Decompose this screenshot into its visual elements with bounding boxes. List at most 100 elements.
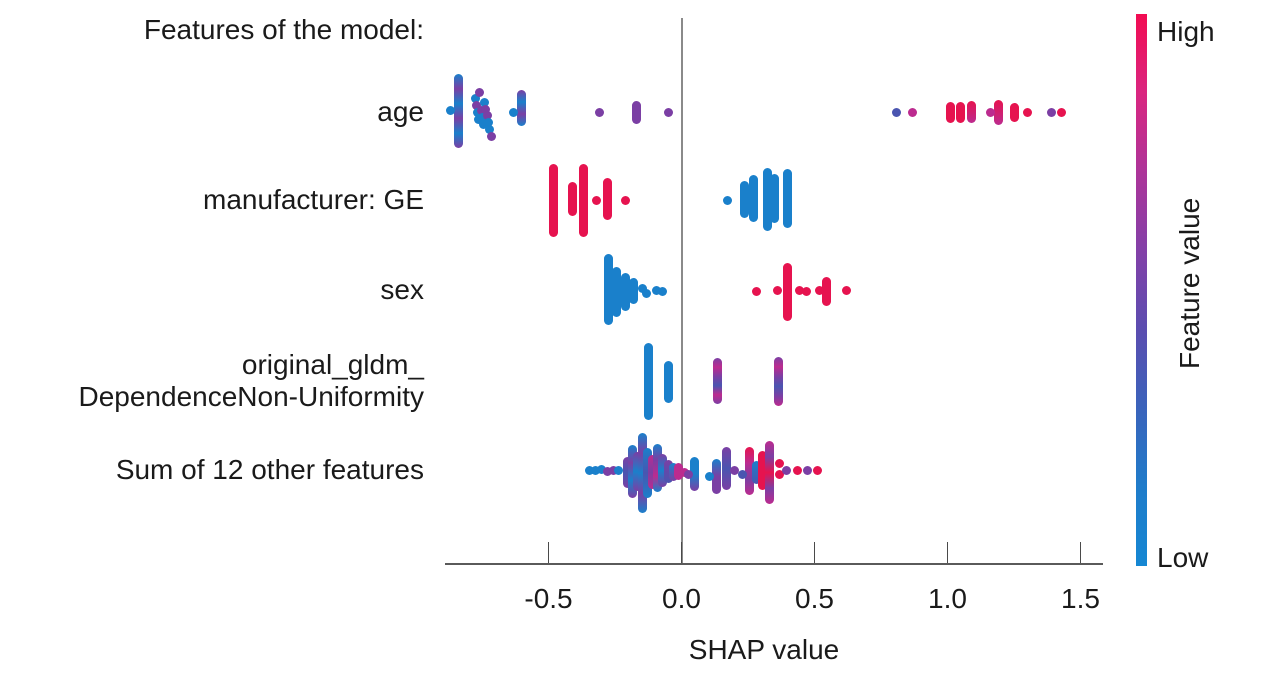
- shap-bar: [603, 253, 613, 325]
- shap-dot: [470, 93, 480, 103]
- shap-dot: [792, 465, 802, 475]
- shap-bar: [782, 262, 792, 321]
- colorbar-low-label: Low: [1157, 542, 1209, 573]
- shap-bar: [758, 450, 768, 490]
- shap-dot: [774, 458, 784, 468]
- x-axis-tick: [1079, 542, 1082, 563]
- shap-bar: [740, 180, 750, 218]
- x-axis-tick-label: 1.0: [928, 583, 967, 614]
- shap-bar: [602, 177, 612, 220]
- shap-dot: [590, 465, 600, 475]
- shap-bar: [749, 174, 759, 222]
- shap-bar: [549, 163, 559, 237]
- shap-bar: [517, 89, 527, 126]
- shap-bar: [721, 446, 731, 490]
- x-axis-title: SHAP value: [688, 634, 840, 665]
- shap-dot: [480, 97, 490, 107]
- shap-bar: [752, 460, 762, 484]
- x-axis-line: [445, 563, 1103, 565]
- x-axis-tick: [680, 542, 683, 563]
- shap-bar: [690, 456, 700, 491]
- shap-dot: [985, 107, 995, 117]
- shap-bar: [623, 456, 632, 488]
- shap-dot: [803, 465, 813, 475]
- shap-bar: [1009, 102, 1019, 122]
- shap-dot: [585, 465, 595, 475]
- shap-dot: [684, 469, 694, 479]
- feature-label: age: [377, 96, 424, 127]
- shap-dot: [802, 286, 812, 296]
- shap-dot: [481, 104, 491, 114]
- shap-dot: [613, 465, 623, 475]
- shap-dot: [509, 107, 519, 117]
- x-axis-tick-label: 1.5: [1061, 583, 1100, 614]
- shap-dot: [479, 119, 489, 129]
- shap-bar: [648, 454, 657, 489]
- shap-dot: [841, 285, 851, 295]
- shap-bar: [821, 276, 831, 306]
- shap-dot: [773, 285, 783, 295]
- shap-dot: [483, 117, 493, 127]
- shap-bar: [621, 272, 631, 311]
- shap-bar: [631, 100, 641, 124]
- shap-bar: [633, 451, 643, 491]
- shap-dot: [651, 285, 661, 295]
- x-axis-tick: [547, 542, 550, 563]
- shap-bar: [653, 443, 663, 492]
- plot-title: Features of the model:: [143, 14, 424, 45]
- shap-dot: [445, 105, 455, 115]
- shap-dot: [795, 285, 805, 295]
- shap-bar: [945, 101, 955, 123]
- shap-bar: [663, 360, 673, 403]
- x-axis-tick-label: -0.5: [524, 583, 573, 614]
- shap-bar: [765, 440, 775, 504]
- shap-bar: [712, 458, 722, 494]
- shap-bar: [673, 462, 683, 480]
- shap-dot: [641, 288, 651, 298]
- x-axis-tick: [813, 542, 816, 563]
- shap-bar: [642, 447, 652, 498]
- x-axis-tick-label: 0.5: [795, 583, 834, 614]
- x-axis-tick: [946, 542, 949, 563]
- shap-dot: [594, 107, 604, 117]
- shap-dot: [658, 286, 668, 296]
- shap-dot: [812, 465, 822, 475]
- shap-dot: [723, 195, 733, 205]
- shap-bar: [637, 432, 647, 513]
- shap-bar: [644, 342, 654, 420]
- shap-dot: [637, 283, 647, 293]
- shap-dot: [486, 131, 496, 141]
- shap-dot: [485, 124, 495, 134]
- shap-dot: [472, 100, 482, 110]
- shap-bar: [628, 444, 638, 498]
- shap-dot: [596, 464, 606, 474]
- shap-bar: [628, 277, 638, 304]
- shap-dot: [478, 112, 488, 122]
- shap-bar: [669, 462, 679, 481]
- shap-dot: [908, 107, 918, 117]
- colorbar-gradient: [1136, 14, 1147, 566]
- feature-label: Sum of 12 other features: [115, 454, 424, 485]
- shap-dot: [482, 110, 492, 120]
- shap-dot: [737, 469, 747, 479]
- shap-bar: [966, 100, 976, 123]
- shap-dot: [608, 465, 618, 475]
- shap-bar: [782, 168, 792, 228]
- colorbar-title: Feature value: [1174, 197, 1205, 369]
- shap-dot: [621, 195, 631, 205]
- shap-dot: [1046, 107, 1056, 117]
- shap-dot: [892, 107, 902, 117]
- shap-dot: [815, 285, 825, 295]
- shap-dot: [1022, 107, 1032, 117]
- shap-dot: [476, 105, 486, 115]
- shap-dot: [729, 465, 739, 475]
- feature-label: original_gldm_ DependenceNon-Uniformity: [78, 349, 424, 412]
- shap-dot: [782, 465, 792, 475]
- shap-bar: [745, 446, 755, 495]
- shap-bar: [770, 173, 780, 223]
- shap-bar: [663, 459, 673, 483]
- shap-dot: [774, 469, 784, 479]
- shap-bar: [762, 167, 772, 231]
- x-axis-tick-label: 0.0: [662, 583, 701, 614]
